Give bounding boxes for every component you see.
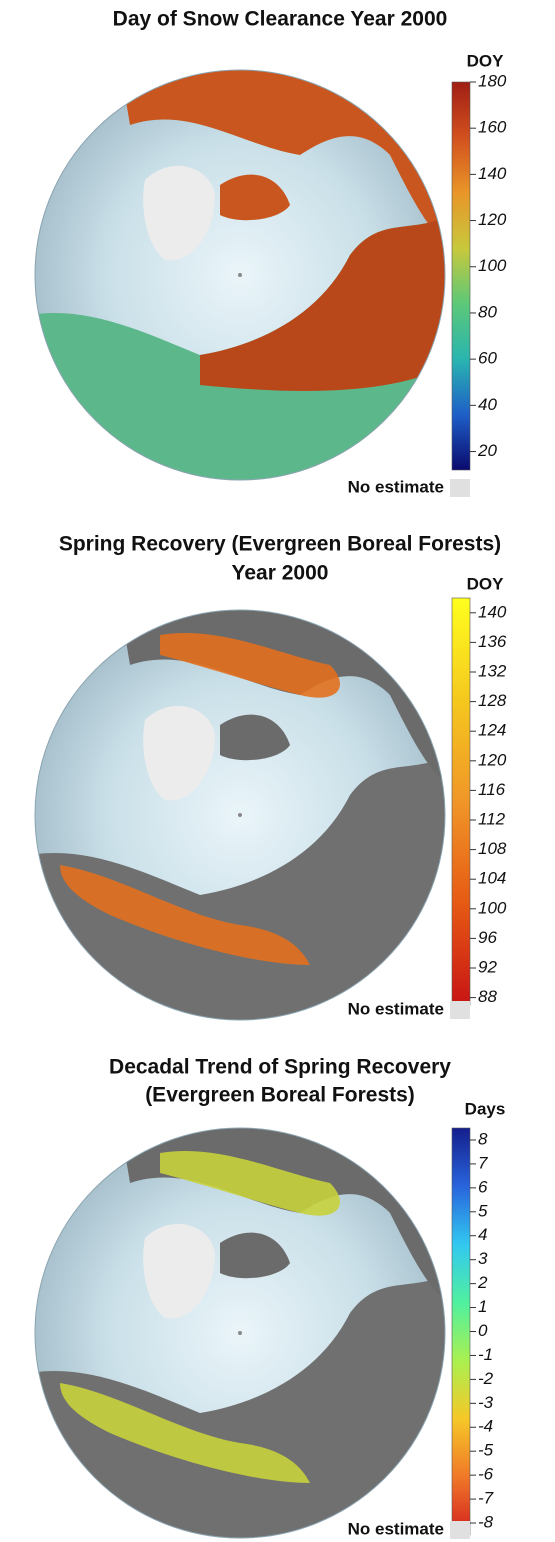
forest-america (160, 1150, 340, 1216)
colorbar-tick-label: 132 (478, 661, 507, 680)
land-canada-islands (220, 1232, 290, 1279)
colorbar (451, 1127, 471, 1536)
colorbar-tick-label: 7 (478, 1153, 488, 1172)
forest-eurasia (60, 1383, 310, 1483)
colorbar-tick-label: 136 (478, 632, 507, 651)
land-canada-islands (220, 714, 290, 761)
colorbar-tick-label: 100 (478, 256, 507, 275)
land-canada-islands (220, 174, 290, 221)
no-estimate-swatch (450, 1001, 470, 1019)
colorbar-tick-label: 40 (478, 395, 497, 414)
colorbar-tick-label: 180 (478, 71, 507, 90)
panel-title: Decadal Trend of Spring Recovery (109, 1056, 451, 1079)
land (35, 610, 445, 1020)
colorbar-tick-label: 96 (478, 928, 497, 947)
colorbar-unit: Days (465, 1099, 506, 1118)
colorbar-tick-label: 116 (478, 780, 506, 799)
colorbar-tick-label: -6 (478, 1465, 494, 1484)
colorbar-tick-label: 120 (478, 210, 507, 229)
colorbar-tick-label: 112 (478, 809, 506, 828)
colorbar-tick-label: -8 (478, 1513, 494, 1532)
greenland (143, 705, 215, 801)
no-estimate-label: No estimate (348, 999, 444, 1018)
no-estimate-label: No estimate (348, 1519, 444, 1538)
colorbar-tick-label: 92 (478, 957, 497, 976)
colorbar-tick-label: 100 (478, 898, 507, 917)
colorbar (451, 597, 471, 1006)
colorbar-tick-label: 6 (478, 1177, 488, 1196)
forest-america (160, 632, 340, 698)
colorbar-tick-label: 88 (478, 987, 497, 1006)
colorbar-tick-label: 140 (478, 602, 507, 621)
forest-eurasia (60, 865, 310, 965)
colorbar-tick-label: -1 (478, 1345, 493, 1364)
pole (238, 813, 242, 817)
colorbar-tick-label: 104 (478, 869, 506, 888)
pole (238, 273, 242, 277)
colorbar-tick-label: 20 (477, 441, 497, 460)
land-eurasia (35, 1273, 445, 1538)
map-rim (34, 1127, 446, 1539)
colorbar-tick-label: 140 (478, 164, 507, 183)
colorbar-tick-label: -3 (478, 1393, 494, 1412)
colorbar-tick-label: 124 (478, 721, 506, 740)
pole (238, 1331, 242, 1335)
colorbar-tick-label: 0 (478, 1321, 488, 1340)
polar-map (34, 609, 446, 1021)
polar-map (34, 69, 446, 481)
colorbar-tick-label: 8 (478, 1129, 488, 1148)
colorbar-tick-label: 3 (478, 1249, 488, 1268)
no-estimate-swatch (450, 479, 470, 497)
colorbar-tick-label: -2 (478, 1369, 494, 1388)
colorbar-tick-label: 80 (478, 302, 497, 321)
colorbar-tick-label: -5 (478, 1441, 494, 1460)
colorbar-tick-label: 108 (478, 839, 507, 858)
land-eurasia (35, 755, 445, 1020)
colorbar-tick-label: 128 (478, 691, 507, 710)
no-estimate-label: No estimate (348, 477, 444, 496)
colorbar-tick-label: -4 (478, 1417, 493, 1436)
panel-title: Year 2000 (232, 562, 329, 585)
colorbar-tick-label: 4 (478, 1225, 487, 1244)
map-rim (34, 69, 446, 481)
no-estimate-swatch (450, 1521, 470, 1539)
colorbar (451, 81, 471, 471)
colorbar-tick-label: 160 (478, 118, 507, 137)
colorbar-unit: DOY (467, 51, 505, 70)
colorbar-tick-label: 60 (478, 349, 497, 368)
colorbar-unit: DOY (467, 574, 505, 593)
colorbar-tick-label: -7 (478, 1489, 494, 1508)
map-rim (34, 609, 446, 1021)
colorbar-tick-label: 1 (478, 1297, 487, 1316)
panel-title: Day of Snow Clearance Year 2000 (113, 8, 448, 31)
polar-map (34, 1127, 446, 1539)
greenland (143, 165, 215, 261)
land-siberia (200, 215, 445, 391)
panel-title: Spring Recovery (Evergreen Boreal Forest… (59, 533, 501, 556)
greenland (143, 1223, 215, 1319)
colorbar-tick-label: 120 (478, 750, 507, 769)
colorbar-tick-label: 5 (478, 1201, 488, 1220)
colorbar-tick-label: 2 (477, 1273, 488, 1292)
panel-title: (Evergreen Boreal Forests) (145, 1084, 415, 1107)
